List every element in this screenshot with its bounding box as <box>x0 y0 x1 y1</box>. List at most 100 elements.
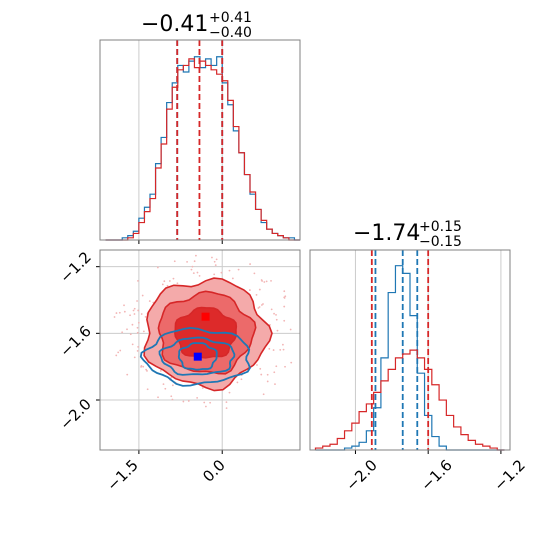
joint-contour-plot <box>96 249 301 454</box>
joint-sample-point-24 <box>146 370 148 372</box>
joint-sample-point-47 <box>283 290 286 293</box>
y-tick-label-neg1p6: −1.6 <box>56 322 94 360</box>
joint-sample-point-17 <box>140 313 143 315</box>
title-param-1: −0.41 +0.41 −0.40 <box>141 10 252 41</box>
joint-sample-point-54 <box>157 396 159 399</box>
joint-sample-point-70 <box>123 310 126 313</box>
joint-sample-point-22 <box>211 256 213 259</box>
joint-sample-point-109 <box>163 280 166 283</box>
joint-sample-point-132 <box>192 272 195 275</box>
blue-contour-level-2 <box>139 326 251 387</box>
joint-sample-point-131 <box>126 373 129 376</box>
joint-sample-point-14 <box>136 300 138 302</box>
joint-sample-point-75 <box>258 306 261 308</box>
joint-sample-point-11 <box>290 361 293 364</box>
joint-sample-point-50 <box>265 280 268 283</box>
joint-sample-point-139 <box>168 280 171 282</box>
joint-sample-point-136 <box>191 265 194 268</box>
joint-sample-point-29 <box>170 395 173 398</box>
joint-sample-point-89 <box>146 388 149 391</box>
joint-sample-point-72 <box>187 400 190 402</box>
joint-sample-point-53 <box>182 400 185 403</box>
right-x-tick-labels: −2.0 −1.6 −1.2 <box>342 456 528 494</box>
joint-sample-point-108 <box>236 381 239 384</box>
joint-sample-point-41 <box>172 277 175 280</box>
blue-contour-level-0 <box>177 342 218 371</box>
joint-sample-point-76 <box>231 277 234 280</box>
joint-sample-point-128 <box>228 391 231 394</box>
joint-sample-point-68 <box>131 323 134 326</box>
joint-sample-point-2 <box>132 309 135 312</box>
right-frame <box>309 249 511 451</box>
title-param-2: −1.74 +0.15 −0.15 <box>353 219 462 250</box>
joint-sample-point-112 <box>136 326 139 329</box>
y-tick-label-neg1p2: −1.2 <box>56 248 94 286</box>
top-series-1-hist <box>105 58 300 241</box>
top-series-0-hist <box>105 56 300 241</box>
joint-sample-point-16 <box>249 263 251 265</box>
joint-sample-point-35 <box>201 387 204 389</box>
joint-frame <box>99 249 301 451</box>
joint-sample-point-78 <box>137 309 140 312</box>
joint-sample-point-31 <box>133 307 136 310</box>
joint-sample-point-117 <box>256 364 258 366</box>
top-frame <box>99 39 301 241</box>
right-series-0-hist <box>315 265 505 451</box>
joint-sample-point-13 <box>268 347 271 350</box>
joint-sample-point-113 <box>141 294 144 297</box>
joint-sample-point-134 <box>275 365 278 368</box>
marginal-histogram-param-2 <box>309 249 511 454</box>
joint-sample-point-49 <box>140 366 142 368</box>
joint-sample-point-94 <box>129 333 132 336</box>
right-x-tick-label-neg1p6: −1.6 <box>417 456 455 494</box>
joint-sample-point-127 <box>137 279 139 282</box>
joint-sample-point-82 <box>164 387 167 390</box>
joint-x-tick-labels: −1.5 0.0 <box>103 456 228 494</box>
joint-sample-point-37 <box>262 393 265 396</box>
title-param-2-main: −1.74 <box>353 221 420 246</box>
joint-sample-point-84 <box>115 312 118 314</box>
joint-sample-point-126 <box>274 383 276 386</box>
joint-sample-point-48 <box>118 311 121 314</box>
blue-contour-level-1 <box>158 336 236 376</box>
title-param-2-upper: +0.15 <box>419 219 462 235</box>
joint-sample-point-71 <box>156 266 159 269</box>
right-x-tick-label-neg1p2: −1.2 <box>490 456 528 494</box>
joint-sample-point-60 <box>142 330 145 333</box>
joint-sample-point-6 <box>170 376 173 379</box>
joint-sample-point-42 <box>220 271 223 274</box>
joint-sample-point-77 <box>283 319 286 322</box>
joint-sample-point-110 <box>266 373 269 376</box>
joint-sample-point-137 <box>261 280 263 282</box>
joint-sample-point-15 <box>171 384 174 387</box>
joint-sample-point-83 <box>273 371 276 374</box>
joint-sample-point-55 <box>215 258 218 261</box>
joint-sample-point-97 <box>113 316 116 318</box>
joint-sample-point-133 <box>176 282 179 285</box>
joint-sample-point-115 <box>283 305 286 308</box>
joint-sample-point-124 <box>196 396 199 399</box>
joint-sample-point-36 <box>193 260 196 263</box>
x-tick-label-0p0: 0.0 <box>199 456 229 486</box>
y-tick-label-neg2p0: −2.0 <box>56 395 94 433</box>
joint-sample-point-88 <box>115 354 118 357</box>
joint-sample-point-61 <box>190 268 193 271</box>
joint-sample-point-93 <box>204 405 207 408</box>
joint-sample-point-12 <box>258 288 261 291</box>
joint-sample-point-80 <box>131 343 134 346</box>
joint-sample-point-59 <box>240 378 243 381</box>
joint-sample-point-30 <box>272 349 275 351</box>
joint-sample-point-66 <box>159 369 162 372</box>
joint-sample-point-4 <box>142 365 145 368</box>
joint-sample-point-28 <box>275 313 277 316</box>
joint-sample-point-27 <box>144 316 147 318</box>
joint-sample-point-105 <box>213 260 216 263</box>
joint-sample-point-102 <box>279 348 282 351</box>
joint-sample-point-58 <box>119 349 122 352</box>
title-param-1-upper: +0.41 <box>209 10 252 26</box>
joint-sample-point-116 <box>129 314 131 317</box>
joint-sample-point-26 <box>248 289 251 291</box>
joint-sample-point-81 <box>270 279 272 282</box>
joint-marker-0 <box>193 352 202 361</box>
